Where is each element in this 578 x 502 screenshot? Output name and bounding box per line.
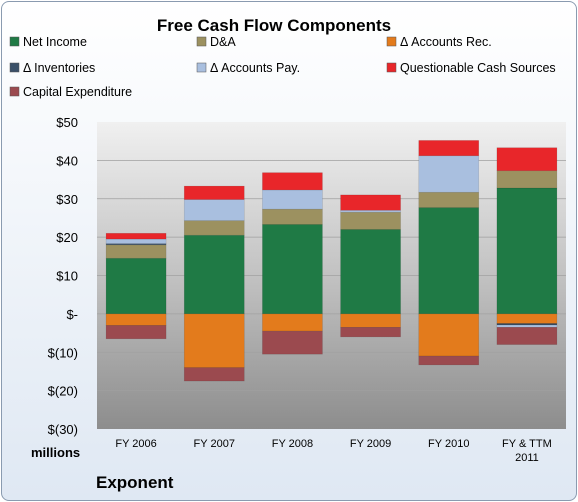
y-tick-label: $50 <box>56 115 78 130</box>
legend-label-accounts-pay: Δ Accounts Pay. <box>210 61 300 75</box>
bar-segment-capital-expenditure <box>183 367 245 382</box>
bar-segment-capital-expenditure <box>418 355 480 366</box>
chart-title: Free Cash Flow Components <box>157 16 391 35</box>
bar-segment-questionable-cash-sources <box>496 147 558 172</box>
bar-segment-accounts-rec <box>340 313 401 328</box>
bar-segment-d-a <box>496 170 558 189</box>
y-tick-label: $(10) <box>48 345 78 360</box>
x-axis-ticks: FY 2006 FY 2007 FY 2008 FY 2009 FY 2010 FY & … <box>115 438 551 464</box>
bar-segment-d-a <box>340 211 401 230</box>
legend-label-accounts-rec: Δ Accounts Rec. <box>400 35 492 49</box>
y-axis-ticks: $50 $40 $30 $20 $10 $- $(10) $(20) $(30) <box>48 115 78 437</box>
y-tick-label: $(20) <box>48 384 78 399</box>
bar-segment-capital-expenditure <box>340 327 401 338</box>
bar-segment-capital-expenditure <box>496 327 558 345</box>
bar-segment-accounts-pay <box>496 324 558 328</box>
bar-segment-accounts-pay <box>262 189 323 210</box>
bar-segment-questionable-cash-sources <box>418 140 480 157</box>
bar-segment-net-income <box>105 257 167 315</box>
legend-swatch-accounts-pay <box>196 62 207 73</box>
bar-segment-capital-expenditure <box>105 325 167 340</box>
bars <box>105 140 558 382</box>
bar-segment-capital-expenditure <box>262 330 323 355</box>
bar-segment-accounts-pay <box>105 238 167 244</box>
bar-segment-net-income <box>340 229 401 315</box>
legend-label-d-a: D&A <box>210 35 236 49</box>
bar-segment-accounts-rec <box>418 313 480 357</box>
legend-label-net-income: Net Income <box>23 35 87 49</box>
bar-segment-net-income <box>262 224 323 315</box>
legend-swatch-d-a <box>196 36 207 47</box>
legend-label-inventories: Δ Inventories <box>23 61 95 75</box>
brand-label: Exponent <box>96 473 174 492</box>
y-tick-label: $30 <box>56 192 78 207</box>
legend-swatch-accounts-rec <box>386 36 397 47</box>
y-tick-label: $10 <box>56 269 78 284</box>
legend-swatch-net-income <box>9 36 20 47</box>
bar-segment-net-income <box>496 187 558 315</box>
bar-segment-d-a <box>183 220 245 236</box>
bar-segment-questionable-cash-sources <box>340 194 401 211</box>
bar-segment-accounts-rec <box>105 313 167 326</box>
y-tick-label: $(30) <box>48 422 78 437</box>
x-tick-label: FY 2007 <box>194 438 235 450</box>
bar-segment-net-income <box>418 207 480 315</box>
bar-segment-net-income <box>183 234 245 315</box>
legend-swatch-inventories <box>9 62 20 73</box>
legend: Net Income D&A Δ Accounts Rec. Δ Inventorie… <box>9 35 556 99</box>
x-tick-label: FY 2009 <box>350 438 391 450</box>
legend-label-questionable-cash-sources: Questionable Cash Sources <box>400 61 556 75</box>
y-tick-label: $20 <box>56 230 78 245</box>
bar-segment-accounts-pay <box>418 155 480 193</box>
bar-segment-accounts-rec <box>496 313 558 324</box>
y-tick-label: $- <box>66 307 78 322</box>
legend-swatch-capital-expenditure <box>9 86 20 97</box>
gridlines <box>97 159 566 392</box>
legend-swatch-questionable-cash-sources <box>386 62 397 73</box>
bar-segment-questionable-cash-sources <box>262 172 323 191</box>
bar-segment-accounts-pay <box>183 199 245 221</box>
bar-segment-accounts-rec <box>183 313 245 368</box>
bar-segment-questionable-cash-sources <box>105 232 167 240</box>
bar-segment-d-a <box>418 191 480 208</box>
bar-segment-d-a <box>105 244 167 259</box>
legend-label-capital-expenditure: Capital Expenditure <box>23 85 132 99</box>
bar-segment-d-a <box>262 208 323 225</box>
y-tick-label: $40 <box>56 153 78 168</box>
x-tick-label: FY 2006 <box>115 438 156 450</box>
x-tick-label: FY & TTM 2011 <box>502 438 552 464</box>
x-tick-label: FY 2010 <box>428 438 469 450</box>
bar-segment-accounts-rec <box>262 313 323 332</box>
x-tick-label: FY 2008 <box>272 438 313 450</box>
bar-segment-questionable-cash-sources <box>183 185 245 200</box>
units-label: millions <box>31 445 80 460</box>
